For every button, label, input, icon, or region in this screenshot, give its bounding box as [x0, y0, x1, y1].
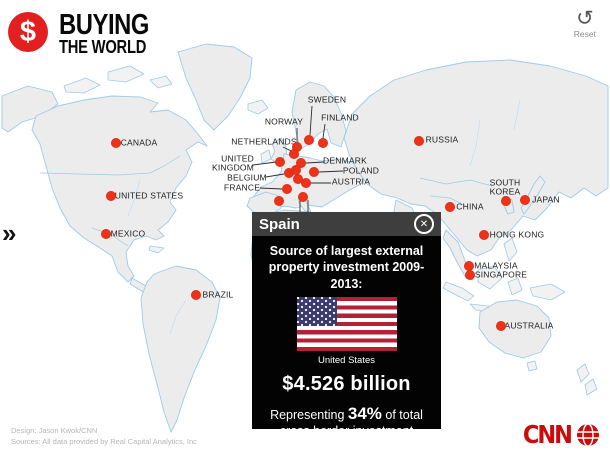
- detail-prefix: Representing: [270, 407, 348, 422]
- credits: Design: Jason Kwok/CNN Sources: All data…: [11, 425, 197, 448]
- belgium-marker-dot[interactable]: [284, 168, 294, 178]
- russia-marker-label: RUSSIA: [425, 134, 459, 145]
- credit-design: Design: Jason Kwok/CNN: [11, 425, 98, 435]
- hong-kong-marker-label: HONG KONG: [489, 229, 545, 240]
- popup-title: Spain: [259, 215, 300, 233]
- dollar-icon: $: [8, 12, 48, 52]
- netherlands-marker-dot[interactable]: [289, 149, 299, 159]
- russia-marker-dot[interactable]: [414, 136, 424, 146]
- finland-marker-label: FINLAND: [321, 112, 359, 123]
- dollar-glyph: $: [19, 15, 37, 48]
- app-title: BUYING THE WORLD: [59, 9, 150, 57]
- us-flag-canton: [296, 296, 337, 326]
- poland-marker-dot[interactable]: [309, 167, 319, 177]
- reset-button[interactable]: ↺ Reset: [573, 6, 596, 40]
- dot-d-marker-dot[interactable]: [274, 196, 284, 206]
- france-marker-label: FRANCE: [223, 182, 261, 193]
- singapore-marker-dot[interactable]: [465, 270, 475, 280]
- austria-marker-dot[interactable]: [301, 178, 311, 188]
- continents: [1, 43, 609, 433]
- malaysia-marker-dot[interactable]: [464, 261, 474, 271]
- panel-expander-arrow[interactable]: »: [2, 218, 17, 248]
- japan-marker-dot[interactable]: [520, 195, 530, 205]
- france-marker-dot[interactable]: [282, 184, 292, 194]
- china-marker-dot[interactable]: [445, 202, 455, 212]
- popup-country-label: United States: [317, 354, 376, 366]
- globe-icon: [577, 422, 599, 447]
- mexico-marker-dot[interactable]: [101, 229, 111, 239]
- mexico-marker-label: MEXICO: [110, 228, 146, 239]
- dot-c-marker-dot[interactable]: [298, 192, 308, 202]
- denmark-marker-label: DENMARK: [323, 155, 367, 166]
- united-states-marker-dot[interactable]: [106, 191, 116, 201]
- popup-heading: Source of largest external property inve…: [268, 244, 425, 291]
- app-title-line2: THE WORLD: [59, 36, 147, 57]
- close-icon[interactable]: ✕: [414, 214, 434, 234]
- popup-body: Source of largest external property inve…: [252, 236, 441, 440]
- japan-marker-label: JAPAN: [532, 194, 560, 205]
- reset-icon: ↺: [576, 6, 594, 30]
- canada-marker-dot[interactable]: [111, 138, 121, 148]
- cnn-wordmark: CNN: [522, 420, 573, 449]
- south-korea-marker-dot[interactable]: [501, 196, 511, 206]
- denmark-marker-dot[interactable]: [296, 158, 306, 168]
- south-korea-marker-label: SOUTH KOREA: [489, 177, 521, 197]
- popup-detail: Representing 34% of total cross border i…: [259, 403, 434, 440]
- credit-sources: Sources: All data provided by Real Capit…: [11, 436, 197, 446]
- detail-highlight: 34%: [347, 403, 382, 423]
- china-marker-label: CHINA: [456, 201, 484, 212]
- singapore-marker-label: SINGAPORE: [474, 269, 528, 280]
- cnn-logo: CNN: [523, 420, 600, 449]
- brazil-marker-dot[interactable]: [191, 290, 201, 300]
- belgium-marker-label: BELGIUM: [227, 172, 267, 183]
- malaysia-marker-label: MALAYSIA: [474, 260, 518, 271]
- canada-marker-label: CANADA: [120, 137, 158, 148]
- australia-marker-dot[interactable]: [496, 321, 506, 331]
- united-states-marker-label: UNITED STATES: [114, 190, 184, 201]
- country-popup: Spain ✕ Source of largest external prope…: [252, 212, 441, 438]
- brazil-marker-label: BRAZIL: [202, 289, 234, 300]
- dot-b-marker-dot[interactable]: [293, 174, 303, 184]
- popup-amount: $4.526 billion: [282, 372, 411, 395]
- netherlands-marker-label: NETHERLANDS: [231, 136, 297, 147]
- us-flag: [296, 296, 397, 351]
- app-logo: $ BUYING THE WORLD: [8, 9, 169, 57]
- hong-kong-marker-dot[interactable]: [479, 230, 489, 240]
- united-kingdom-marker-dot[interactable]: [275, 157, 285, 167]
- norway-marker-label: NORWAY: [264, 116, 304, 127]
- detail-suffix: of total cross border investment: [279, 407, 423, 438]
- norway-marker-dot[interactable]: [292, 142, 302, 152]
- poland-marker-label: POLAND: [342, 165, 380, 176]
- australia-marker-label: AUSTRALIA: [504, 320, 554, 331]
- app-title-line1: BUYING: [59, 9, 150, 41]
- finland-marker-dot[interactable]: [318, 138, 328, 148]
- reset-label: Reset: [573, 29, 596, 39]
- dot-a-marker-dot[interactable]: [291, 165, 301, 175]
- sweden-marker-label: SWEDEN: [307, 94, 347, 105]
- austria-marker-label: AUSTRIA: [331, 176, 371, 187]
- leader-lines: [252, 105, 344, 212]
- sweden-marker-dot[interactable]: [304, 135, 314, 145]
- popup-header: Spain ✕: [252, 212, 441, 236]
- united-kingdom-marker-label: UNITED KINGDOM: [211, 153, 255, 173]
